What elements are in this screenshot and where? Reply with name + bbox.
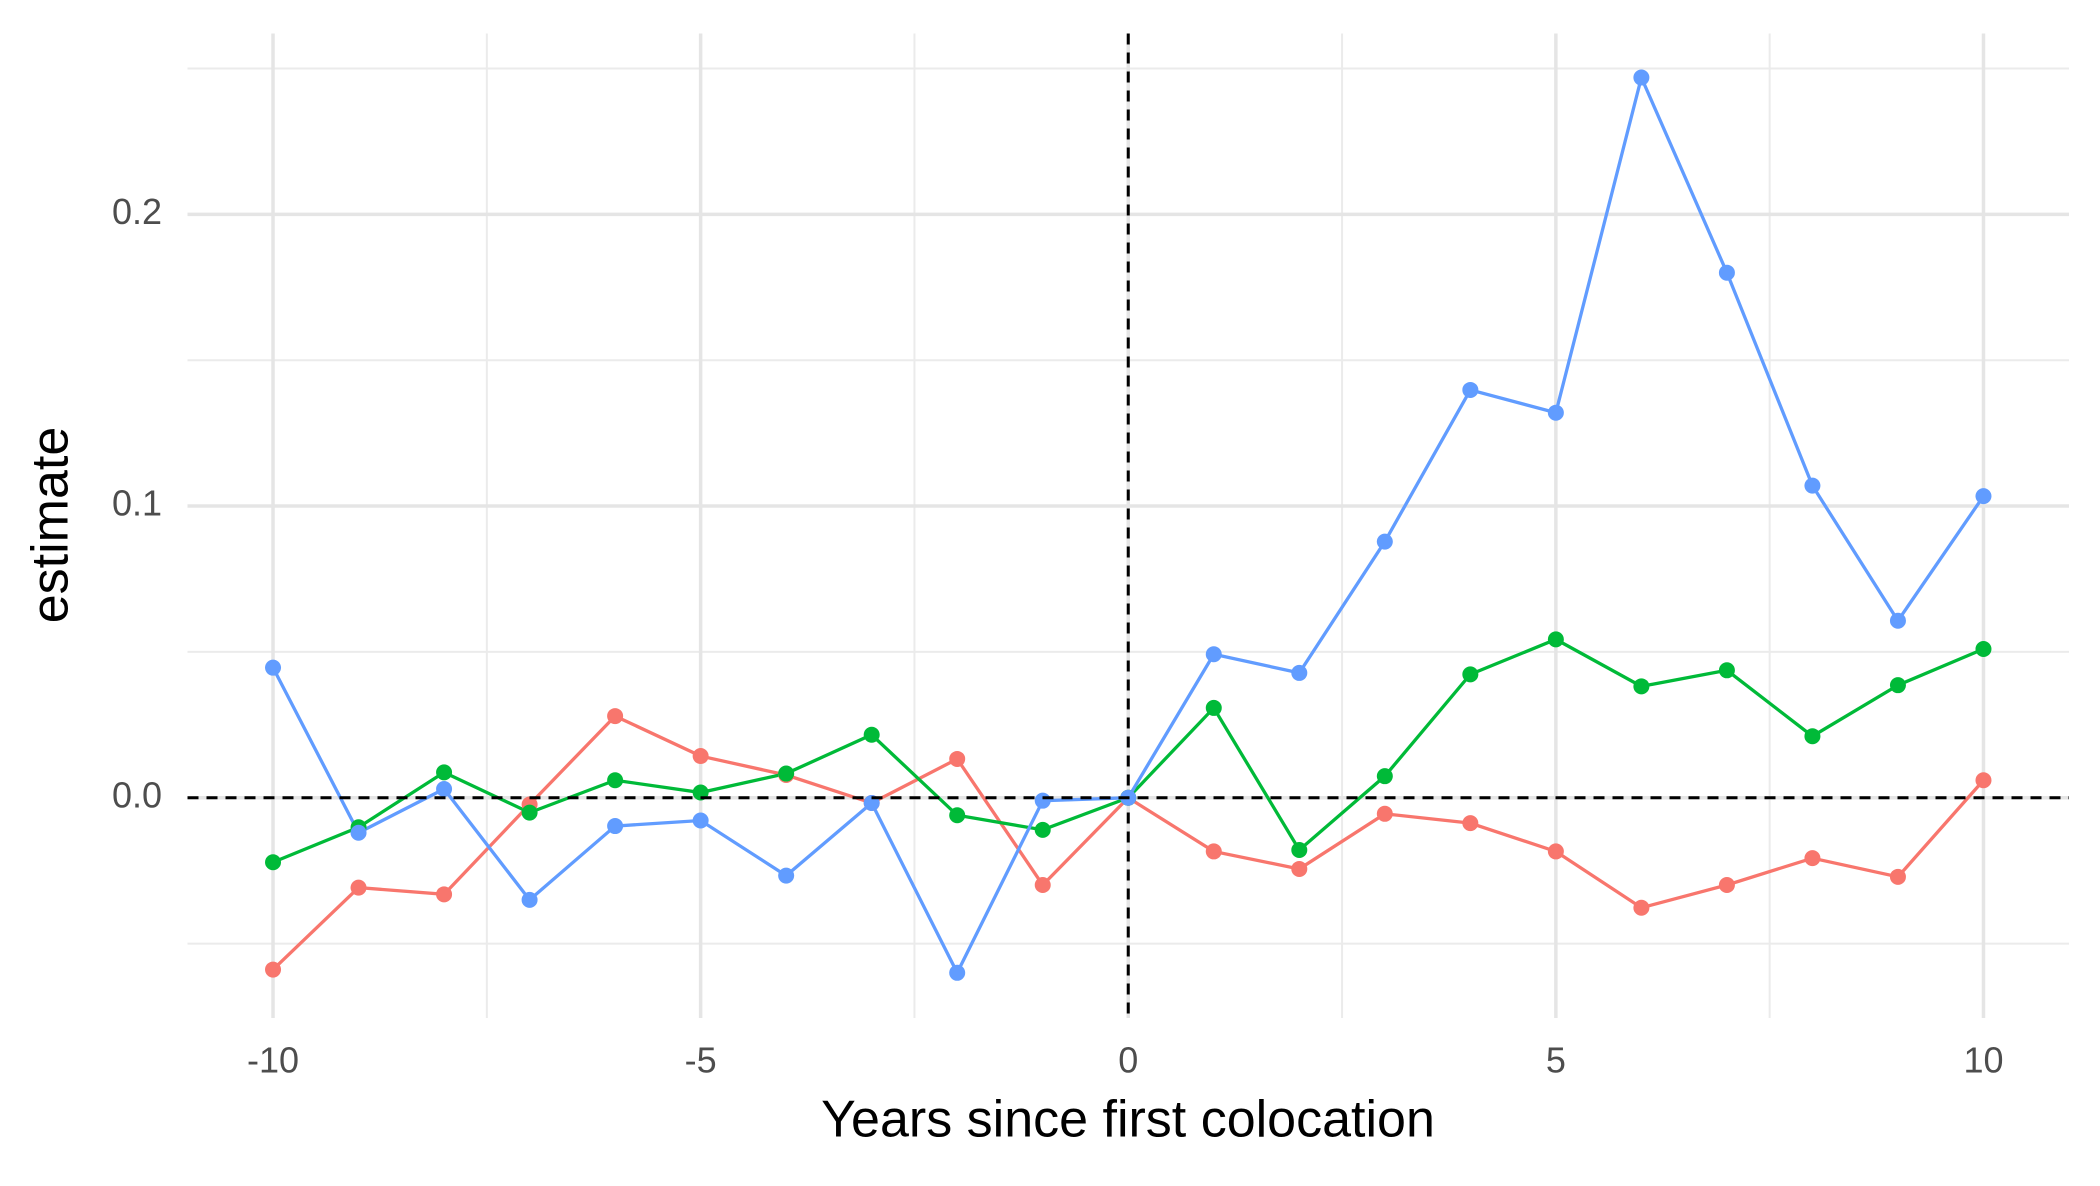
series-point [1718, 876, 1735, 893]
series-point [949, 964, 966, 981]
series-point [692, 748, 709, 765]
series-point [1718, 662, 1735, 679]
series-point [1034, 792, 1051, 809]
series-point [1291, 664, 1308, 681]
plot-marks [187, 69, 2069, 981]
series-point [607, 772, 624, 789]
series-point [692, 812, 709, 829]
series-point [1376, 533, 1393, 550]
series-point [521, 891, 538, 908]
series-point [1804, 728, 1821, 745]
x-axis-title: Years since first colocation [821, 1091, 1435, 1149]
x-tick-label: -5 [685, 1040, 717, 1081]
series-point [1205, 646, 1222, 663]
x-tick-label: 5 [1546, 1040, 1566, 1081]
series-point [1205, 843, 1222, 860]
series-point [1205, 699, 1222, 716]
series-point [350, 824, 367, 841]
series-point [1889, 868, 1906, 885]
y-tick-label: 0.0 [112, 774, 162, 815]
series-point [607, 708, 624, 725]
series-point [1291, 841, 1308, 858]
series-point [1718, 264, 1735, 281]
series-point [1975, 488, 1992, 505]
y-tick-label: 0.2 [112, 191, 162, 232]
series-point [1889, 612, 1906, 629]
series-point [436, 886, 453, 903]
x-tick-label: 10 [1963, 1040, 2003, 1081]
series-point [350, 879, 367, 896]
series-point [1633, 678, 1650, 695]
series-point [1889, 677, 1906, 694]
series-point [1462, 381, 1479, 398]
series-point [1291, 860, 1308, 877]
series-point [1547, 843, 1564, 860]
series-point [607, 818, 624, 835]
series-point [1462, 815, 1479, 832]
series-point [1633, 69, 1650, 86]
series-point [1376, 805, 1393, 822]
series-point [436, 764, 453, 781]
series-point [778, 867, 795, 884]
series-point [265, 659, 282, 676]
series-point [778, 765, 795, 782]
series-point [863, 726, 880, 743]
series-point [436, 781, 453, 798]
x-tick-label: -10 [247, 1040, 299, 1081]
series-point [1547, 404, 1564, 421]
series-point [265, 961, 282, 978]
series-point [1633, 899, 1650, 916]
series-point [1376, 768, 1393, 785]
series-point [1034, 876, 1051, 893]
series-point [265, 854, 282, 871]
series-point [949, 750, 966, 767]
series-point [1547, 631, 1564, 648]
series-point [1804, 477, 1821, 494]
series-point [949, 807, 966, 824]
series-point [1804, 850, 1821, 867]
series-point [521, 804, 538, 821]
y-axis-title: estimate [22, 427, 80, 624]
x-tick-label: 0 [1118, 1040, 1138, 1081]
series-point [1462, 666, 1479, 683]
series-point [1034, 821, 1051, 838]
grid [187, 33, 2069, 1018]
y-tick-label: 0.1 [112, 483, 162, 524]
series-point [1975, 640, 1992, 657]
series-point [1975, 772, 1992, 789]
